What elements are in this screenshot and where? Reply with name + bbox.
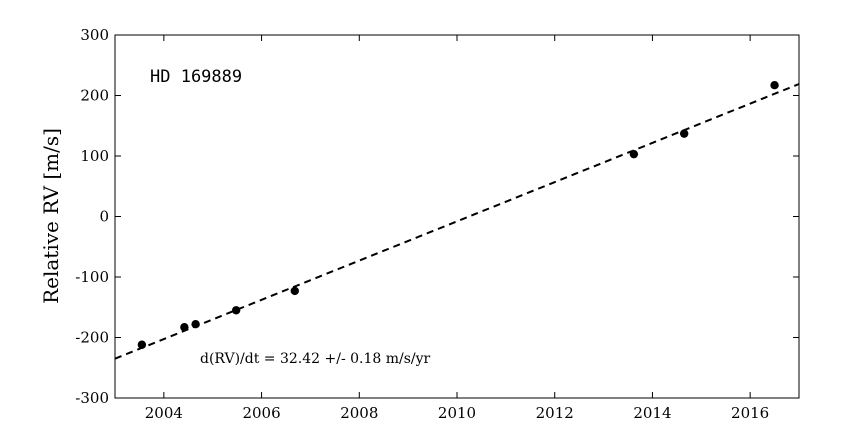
x-tick-label: 2006 (242, 404, 280, 422)
plot-frame (114, 34, 800, 399)
y-tick-label: 100 (80, 147, 109, 165)
x-tick-label: 2016 (731, 404, 769, 422)
y-tick-label: 200 (80, 87, 109, 105)
plot-area (114, 34, 800, 399)
star-name-label: HD 169889 (150, 67, 242, 87)
x-tick-label: 2014 (633, 404, 671, 422)
y-axis: -300 -200 -100 0 100 200 300 (75, 26, 799, 407)
x-tick-label: 2010 (438, 404, 476, 422)
y-tick-label: 300 (80, 26, 109, 44)
x-tick-label: 2008 (340, 404, 378, 422)
fit-line (114, 83, 800, 360)
data-point (231, 306, 241, 315)
y-axis-label: Relative RV [m/s] (39, 128, 63, 304)
data-point (290, 286, 299, 296)
y-tick-label: -100 (75, 268, 109, 286)
data-point (679, 129, 689, 138)
data-point (770, 81, 779, 90)
y-tick-label: -200 (75, 329, 109, 347)
x-tick-label: 2012 (536, 404, 574, 422)
fit-slope-label: d(RV)/dt = 32.42 +/- 0.18 m/s/yr (200, 351, 431, 367)
y-tick-label: -300 (75, 389, 109, 407)
x-axis: 2004 2006 2008 2010 2012 2014 2016 (145, 35, 769, 422)
data-marks (114, 81, 800, 360)
data-point (137, 340, 147, 349)
x-tick-label: 2004 (145, 404, 183, 422)
y-tick-label: 0 (99, 208, 109, 226)
